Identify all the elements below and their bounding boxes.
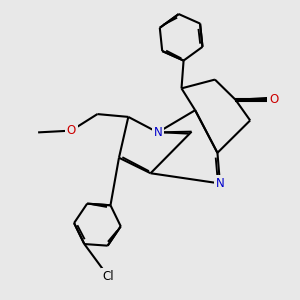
Text: O: O: [67, 124, 76, 137]
Text: N: N: [216, 177, 224, 190]
Text: Cl: Cl: [102, 270, 114, 283]
Text: O: O: [269, 93, 278, 106]
Text: N: N: [153, 126, 162, 139]
